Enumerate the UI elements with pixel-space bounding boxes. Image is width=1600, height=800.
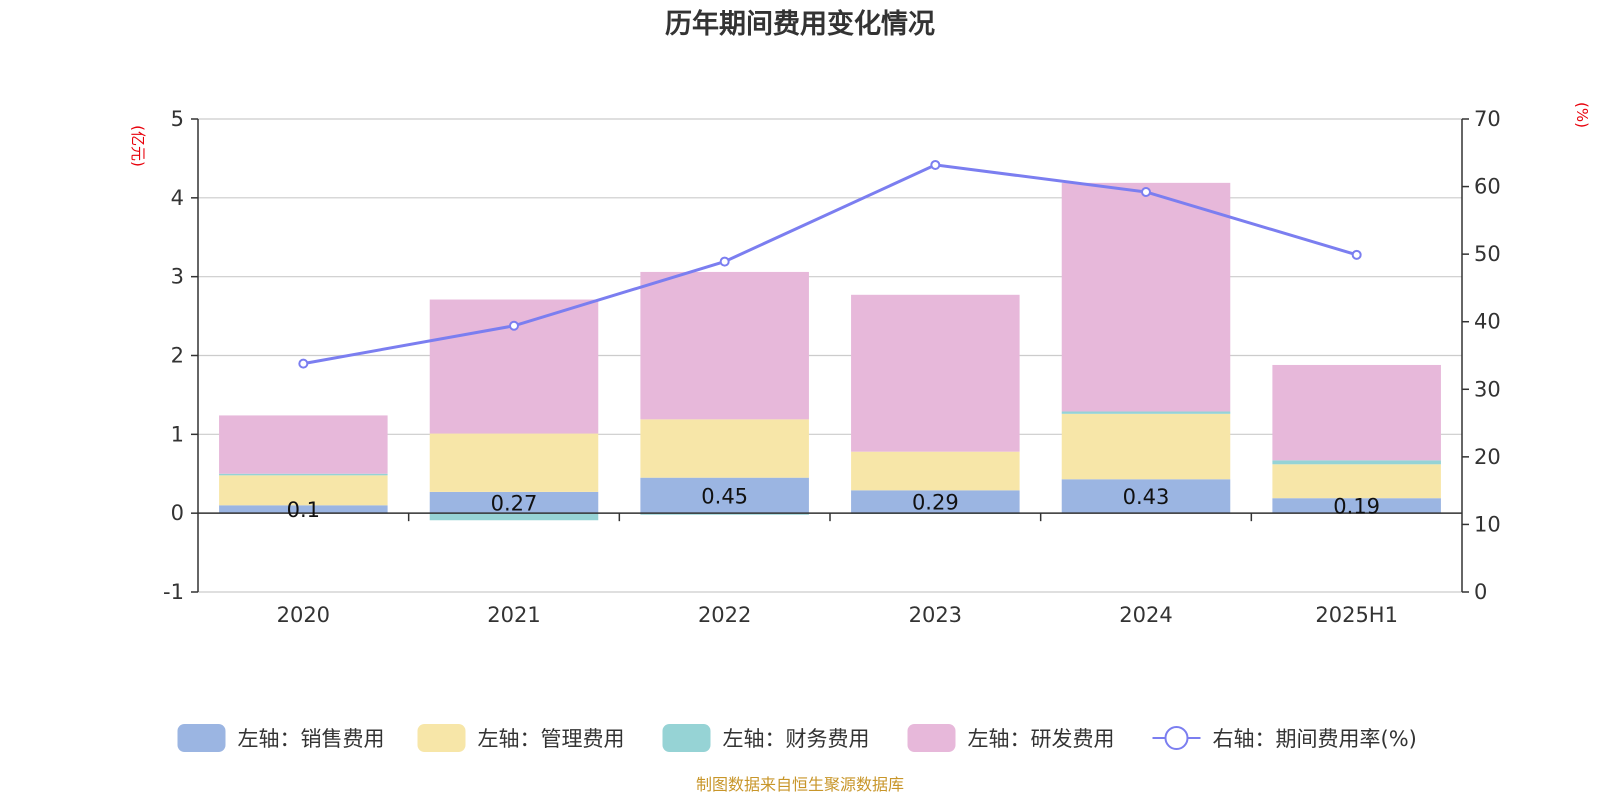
bar-segment (429, 433, 599, 492)
rate-point (930, 159, 941, 170)
rate-line (298, 159, 1362, 369)
left-tick-label: 0 (171, 501, 184, 525)
rate-point (1141, 186, 1151, 197)
left-tick-label: 5 (171, 107, 184, 131)
right-tick-label: 0 (1474, 580, 1487, 604)
legend-label: 左轴：销售费用 (238, 727, 385, 751)
legend-label: 左轴：财务费用 (723, 727, 870, 751)
bar-segment (640, 477, 809, 514)
bars (219, 182, 1441, 521)
legend-marker-icon (1164, 726, 1189, 750)
rate-point (1351, 249, 1362, 260)
left-tick-label: 2 (171, 344, 184, 368)
bar-segment (219, 475, 388, 506)
bar-segment (1272, 498, 1441, 514)
right-tick-label: 20 (1474, 445, 1501, 469)
sales-data-label: 0.43 (1123, 485, 1170, 509)
left-tick-label: -1 (163, 580, 184, 604)
legend-label: 右轴：期间费用率(%) (1213, 727, 1417, 751)
right-tick-label: 40 (1474, 310, 1501, 334)
bar-segment (1061, 182, 1231, 412)
legend-swatch (907, 724, 956, 752)
bar-segment (1061, 479, 1231, 514)
bar-segment (429, 513, 599, 521)
legend-item[interactable]: 左轴：管理费用 (417, 724, 625, 752)
bar-segment (1272, 464, 1441, 499)
rate-point (719, 256, 730, 267)
bar-segment (1061, 413, 1231, 480)
bar-segment (851, 451, 1020, 491)
left-tick-label: 3 (171, 265, 184, 289)
x-tick-label: 2023 (909, 603, 962, 627)
right-tick-label: 60 (1474, 175, 1501, 199)
legend-item[interactable]: 左轴：销售费用 (177, 724, 385, 752)
bar-segment (851, 294, 1020, 452)
rate-point (298, 358, 309, 369)
source-note: 制图数据来自恒生聚源数据库 (696, 775, 904, 794)
legend-swatch (662, 724, 711, 752)
left-axis-unit: (亿元) (129, 125, 147, 167)
right-tick-label: 10 (1474, 512, 1501, 536)
left-tick-label: 4 (171, 186, 184, 210)
bar-segment (1272, 364, 1441, 461)
legend-swatch (177, 724, 226, 752)
x-tick-label: 2024 (1119, 603, 1172, 627)
legend-item[interactable]: 左轴：研发费用 (907, 724, 1115, 752)
x-tick-label: 2021 (487, 603, 540, 627)
bar-segment (851, 490, 1020, 514)
bar-segment (429, 299, 599, 434)
sales-data-label: 0.29 (912, 491, 959, 515)
bar-segment (429, 491, 599, 514)
bar-segment (219, 473, 388, 476)
chart-title: 历年期间费用变化情况 (665, 8, 935, 40)
bar-segment (1272, 460, 1441, 465)
right-axis-unit: (%) (1573, 102, 1591, 128)
x-tick-label: 2022 (698, 603, 751, 627)
legend[interactable]: 左轴：销售费用 左轴：管理费用 左轴：财务费用 左轴：研发费用 右轴：期间费用率(%) (177, 724, 1417, 752)
right-tick-label: 30 (1474, 377, 1501, 401)
legend-item[interactable]: 右轴：期间费用率(%) (1152, 726, 1417, 751)
x-tick-label: 2025H1 (1315, 603, 1398, 627)
legend-label: 左轴：研发费用 (968, 727, 1115, 751)
bar-segment (219, 505, 388, 514)
bar-segment (219, 415, 388, 474)
rate-line-path (303, 163, 1358, 366)
bar-segment (1061, 411, 1231, 414)
legend-item[interactable]: 左轴：财务费用 (662, 724, 870, 752)
sales-data-label: 0.1 (287, 498, 320, 522)
rate-point (509, 320, 519, 331)
bar-segment (640, 419, 809, 478)
sales-data-label: 0.45 (701, 484, 748, 508)
x-tick-label: 2020 (277, 603, 330, 627)
data-labels: 0.1 0.27 0.45 0.29 0.43 0.19 (287, 484, 1380, 522)
legend-label: 左轴：管理费用 (478, 727, 625, 751)
legend-swatch (417, 724, 466, 752)
right-tick-label: 70 (1474, 107, 1501, 131)
bar-segment (640, 513, 809, 515)
bar-segment (640, 271, 809, 420)
sales-data-label: 0.27 (491, 492, 538, 516)
right-tick-label: 50 (1474, 242, 1501, 266)
left-tick-label: 1 (171, 422, 184, 446)
sales-data-label: 0.19 (1333, 495, 1380, 519)
